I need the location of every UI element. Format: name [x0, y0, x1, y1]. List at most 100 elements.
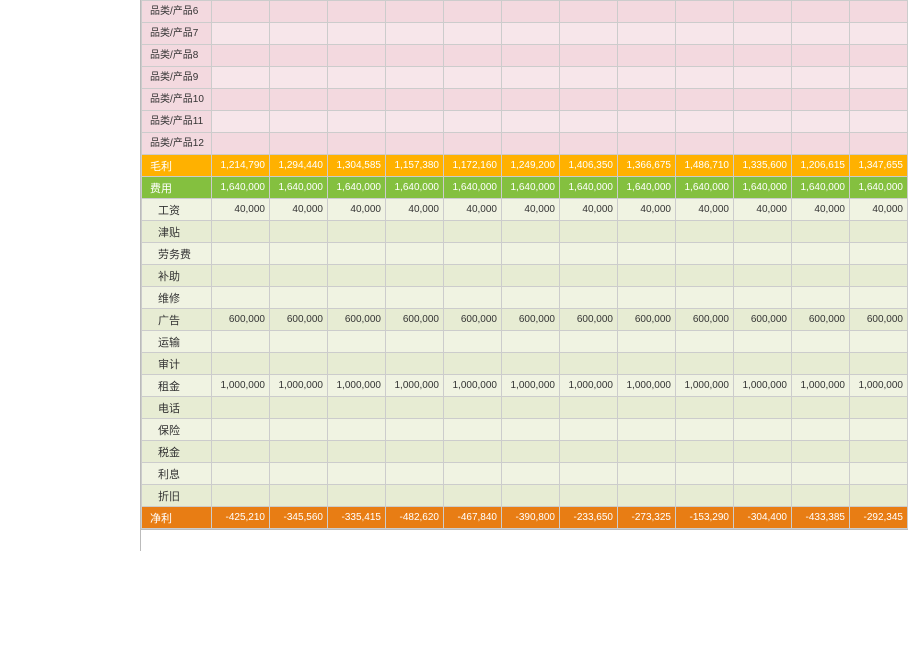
expense-cell[interactable]	[212, 397, 270, 419]
expenses-header-cell[interactable]: 1,640,000	[502, 177, 560, 199]
product-cell[interactable]	[328, 45, 386, 67]
product-cell[interactable]	[212, 67, 270, 89]
expenses-header-cell[interactable]: 1,640,000	[270, 177, 328, 199]
net-profit-cell[interactable]: -273,325	[618, 507, 676, 529]
product-cell[interactable]	[502, 1, 560, 23]
expense-cell[interactable]: 600,000	[502, 309, 560, 331]
product-cell[interactable]	[386, 111, 444, 133]
product-cell[interactable]	[212, 133, 270, 155]
expense-cell[interactable]: 1,000,000	[676, 375, 734, 397]
expense-cell[interactable]	[270, 485, 328, 507]
expense-cell[interactable]: 40,000	[386, 199, 444, 221]
product-cell[interactable]	[676, 1, 734, 23]
expense-cell[interactable]	[560, 397, 618, 419]
expense-cell[interactable]	[444, 485, 502, 507]
expense-cell[interactable]	[676, 221, 734, 243]
product-cell[interactable]	[618, 67, 676, 89]
expense-cell[interactable]	[444, 353, 502, 375]
expense-cell[interactable]	[792, 485, 850, 507]
expense-cell[interactable]	[792, 353, 850, 375]
net-profit-cell[interactable]: -482,620	[386, 507, 444, 529]
expense-cell[interactable]	[560, 463, 618, 485]
expense-cell[interactable]	[792, 331, 850, 353]
expense-cell[interactable]	[734, 221, 792, 243]
expense-cell[interactable]	[270, 463, 328, 485]
expense-cell[interactable]	[618, 397, 676, 419]
expense-cell[interactable]	[270, 331, 328, 353]
expense-cell[interactable]: 40,000	[676, 199, 734, 221]
product-cell[interactable]	[502, 89, 560, 111]
expense-cell[interactable]: 40,000	[444, 199, 502, 221]
product-cell[interactable]	[676, 23, 734, 45]
product-cell[interactable]	[850, 133, 908, 155]
expense-cell[interactable]	[328, 463, 386, 485]
product-cell[interactable]	[270, 23, 328, 45]
product-cell[interactable]	[212, 45, 270, 67]
product-cell[interactable]	[328, 89, 386, 111]
gross-profit-cell[interactable]: 1,486,710	[676, 155, 734, 177]
product-cell[interactable]	[792, 67, 850, 89]
expense-cell[interactable]	[270, 221, 328, 243]
product-cell[interactable]	[792, 45, 850, 67]
expense-cell[interactable]: 600,000	[734, 309, 792, 331]
expense-cell[interactable]: 1,000,000	[618, 375, 676, 397]
gross-profit-cell[interactable]: 1,172,160	[444, 155, 502, 177]
product-cell[interactable]	[618, 111, 676, 133]
product-cell[interactable]	[792, 133, 850, 155]
product-cell[interactable]	[502, 45, 560, 67]
product-cell[interactable]	[734, 1, 792, 23]
expense-cell[interactable]	[270, 265, 328, 287]
expense-cell[interactable]: 600,000	[850, 309, 908, 331]
expense-cell[interactable]	[212, 265, 270, 287]
expense-cell[interactable]	[502, 287, 560, 309]
expense-cell[interactable]	[386, 265, 444, 287]
expense-cell[interactable]	[850, 265, 908, 287]
expense-cell[interactable]	[212, 485, 270, 507]
expense-cell[interactable]	[270, 287, 328, 309]
expense-cell[interactable]	[676, 397, 734, 419]
expense-cell[interactable]	[850, 353, 908, 375]
expense-cell[interactable]	[676, 265, 734, 287]
gross-profit-cell[interactable]: 1,406,350	[560, 155, 618, 177]
expense-cell[interactable]	[618, 353, 676, 375]
expense-cell[interactable]	[792, 287, 850, 309]
product-cell[interactable]	[676, 45, 734, 67]
expense-cell[interactable]	[850, 331, 908, 353]
product-cell[interactable]	[560, 45, 618, 67]
expense-cell[interactable]	[618, 265, 676, 287]
expense-cell[interactable]	[560, 221, 618, 243]
net-profit-cell[interactable]: -153,290	[676, 507, 734, 529]
product-cell[interactable]	[270, 89, 328, 111]
product-cell[interactable]	[444, 111, 502, 133]
product-cell[interactable]	[850, 111, 908, 133]
expense-cell[interactable]: 40,000	[560, 199, 618, 221]
expense-cell[interactable]	[734, 485, 792, 507]
expense-cell[interactable]	[212, 243, 270, 265]
expense-cell[interactable]	[328, 331, 386, 353]
expense-cell[interactable]	[386, 397, 444, 419]
expense-cell[interactable]	[850, 441, 908, 463]
expense-cell[interactable]	[270, 419, 328, 441]
expenses-header-cell[interactable]: 1,640,000	[734, 177, 792, 199]
gross-profit-cell[interactable]: 1,347,655	[850, 155, 908, 177]
expenses-header-cell[interactable]: 1,640,000	[560, 177, 618, 199]
expenses-header-cell[interactable]: 1,640,000	[792, 177, 850, 199]
product-cell[interactable]	[850, 1, 908, 23]
expense-cell[interactable]: 600,000	[386, 309, 444, 331]
expense-cell[interactable]	[502, 419, 560, 441]
expense-cell[interactable]	[444, 441, 502, 463]
product-cell[interactable]	[502, 67, 560, 89]
expense-cell[interactable]	[502, 485, 560, 507]
product-cell[interactable]	[618, 45, 676, 67]
expense-cell[interactable]: 1,000,000	[212, 375, 270, 397]
product-cell[interactable]	[676, 67, 734, 89]
expense-cell[interactable]: 40,000	[792, 199, 850, 221]
expense-cell[interactable]	[502, 441, 560, 463]
expense-cell[interactable]	[328, 419, 386, 441]
expense-cell[interactable]: 1,000,000	[502, 375, 560, 397]
product-cell[interactable]	[270, 45, 328, 67]
expense-cell[interactable]	[792, 441, 850, 463]
expense-cell[interactable]	[618, 287, 676, 309]
expense-cell[interactable]	[618, 221, 676, 243]
expense-cell[interactable]	[792, 397, 850, 419]
